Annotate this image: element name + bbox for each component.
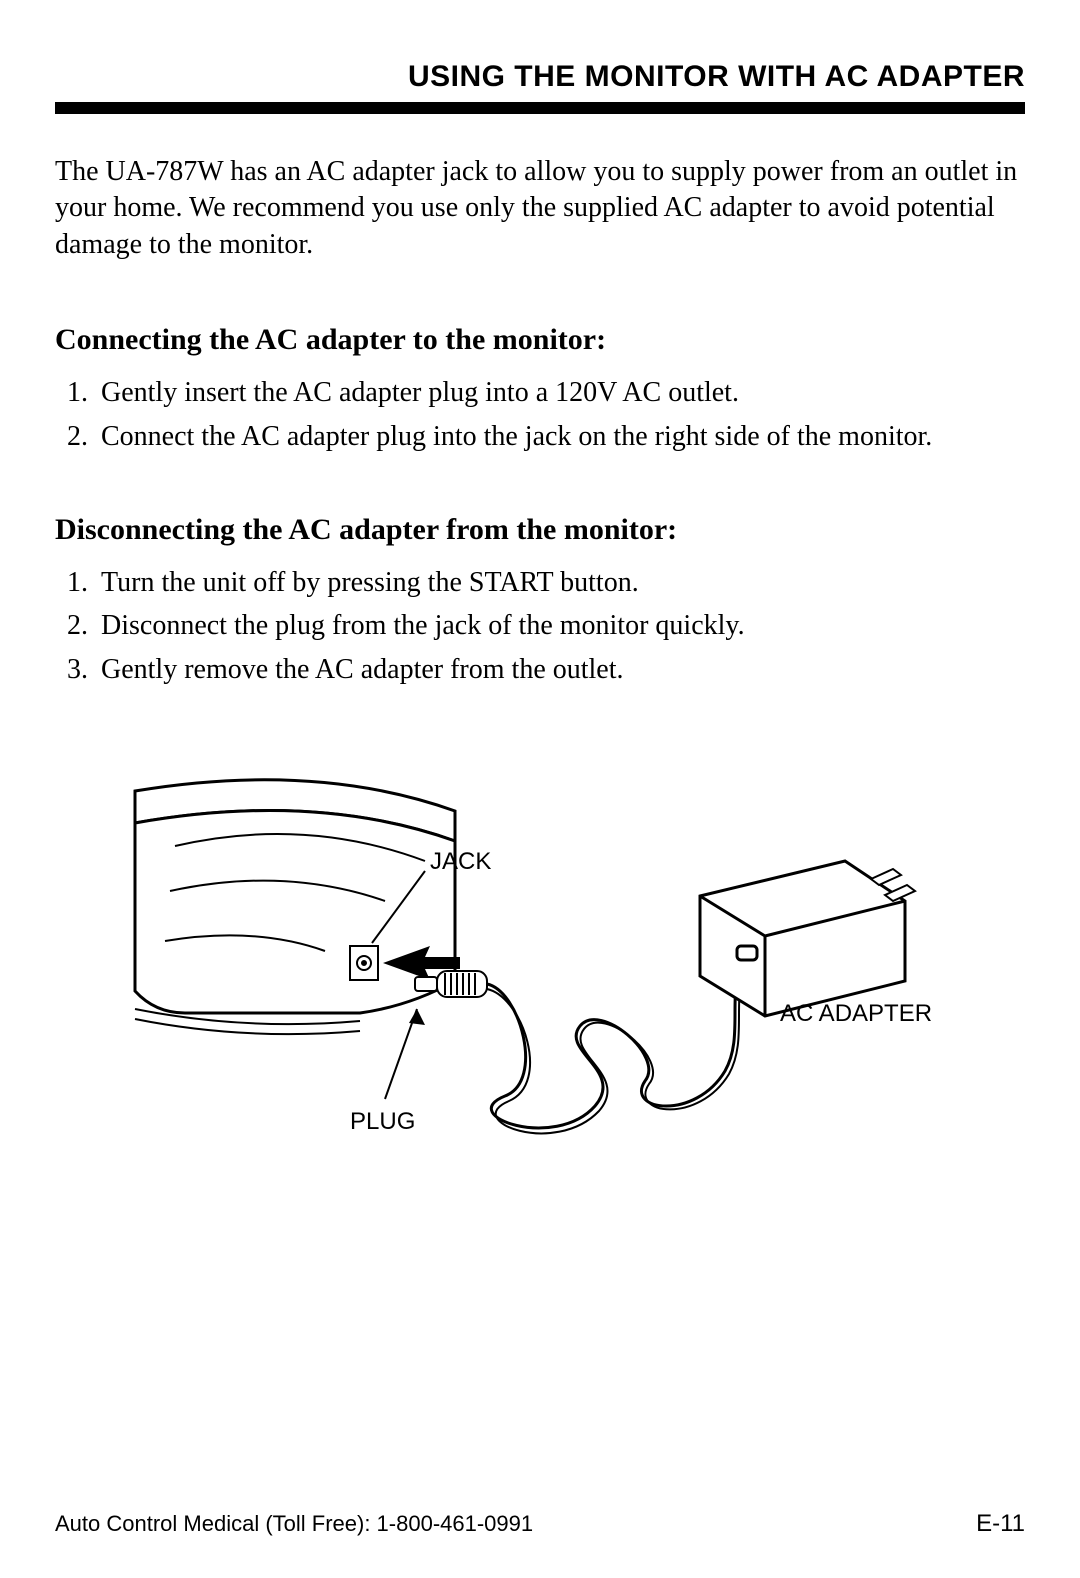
manual-page: USING THE MONITOR WITH AC ADAPTER The UA… [0, 0, 1080, 1578]
jack-icon [350, 946, 378, 980]
step-item: Gently remove the AC adapter from the ou… [95, 648, 1025, 691]
title-block: USING THE MONITOR WITH AC ADAPTER [55, 60, 1025, 114]
page-title: USING THE MONITOR WITH AC ADAPTER [55, 60, 1025, 94]
step-item: Gently insert the AC adapter plug into a… [95, 371, 1025, 414]
page-number: E-11 [976, 1510, 1025, 1538]
steps-list: Turn the unit off by pressing the START … [55, 561, 1025, 691]
label-jack: JACK [430, 848, 491, 875]
ac-adapter-icon [700, 861, 915, 1016]
page-footer: Auto Control Medical (Toll Free): 1-800-… [55, 1510, 1025, 1538]
monitor-outline-icon [135, 780, 455, 1034]
section-disconnecting: Disconnecting the AC adapter from the mo… [55, 513, 1025, 691]
step-item: Connect the AC adapter plug into the jac… [95, 415, 1025, 458]
footer-contact: Auto Control Medical (Toll Free): 1-800-… [55, 1511, 533, 1537]
section-heading: Disconnecting the AC adapter from the mo… [55, 513, 1025, 547]
section-heading: Connecting the AC adapter to the monitor… [55, 323, 1025, 357]
intro-paragraph: The UA-787W has an AC adapter jack to al… [55, 154, 1025, 263]
ac-adapter-diagram: JACK PLUG AC ADAPTER [125, 751, 955, 1171]
section-connecting: Connecting the AC adapter to the monitor… [55, 323, 1025, 458]
label-ac-adapter: AC ADAPTER [780, 1000, 932, 1027]
step-item: Disconnect the plug from the jack of the… [95, 604, 1025, 647]
step-item: Turn the unit off by pressing the START … [95, 561, 1025, 604]
title-rule [55, 102, 1025, 114]
steps-list: Gently insert the AC adapter plug into a… [55, 371, 1025, 458]
label-plug: PLUG [350, 1108, 415, 1135]
